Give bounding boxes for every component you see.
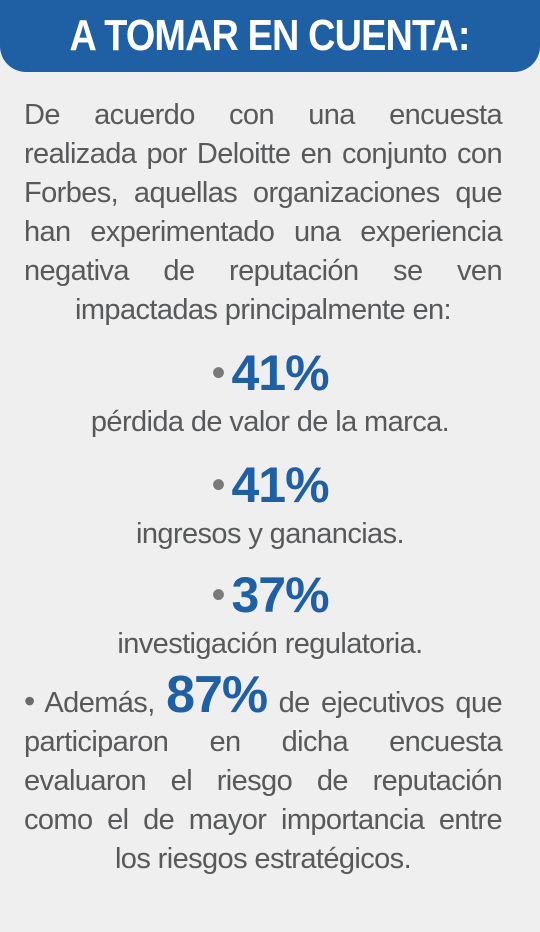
stat-percentage: 41% bbox=[231, 345, 329, 401]
stat-item-revenue: • 41% ingresos y ganancias. bbox=[0, 456, 540, 551]
intro-paragraph: De acuerdo con una encuesta realizada po… bbox=[24, 99, 503, 326]
stat-label: investigación regulatoria. bbox=[117, 628, 423, 660]
stat-label: pérdida de valor de la marca. bbox=[90, 406, 450, 438]
outro-lead: Además, bbox=[44, 687, 155, 719]
bullet-icon: • bbox=[211, 351, 226, 395]
bullet-icon: • bbox=[211, 463, 226, 507]
header-title: A TOMAR EN CUENTA: bbox=[69, 11, 471, 60]
stat-label: ingresos y ganancias. bbox=[136, 518, 405, 550]
outro-percentage: 87% bbox=[166, 666, 268, 724]
stat-item-regulatory: • 37% investigación regulatoria. bbox=[0, 566, 540, 661]
bullet-icon: • bbox=[24, 683, 35, 719]
stat-percentage: 37% bbox=[231, 567, 329, 623]
stat-percentage: 41% bbox=[231, 457, 329, 513]
outro-text: de ejecutivos que participaron en dicha … bbox=[24, 687, 503, 875]
stat-item-brand-value: • 41% pérdida de valor de la marca. bbox=[0, 344, 540, 439]
outro-paragraph: • Además, 87% de ejecutivos que particip… bbox=[24, 669, 503, 879]
bullet-icon: • bbox=[211, 573, 226, 617]
header-banner: A TOMAR EN CUENTA: bbox=[0, 0, 540, 72]
